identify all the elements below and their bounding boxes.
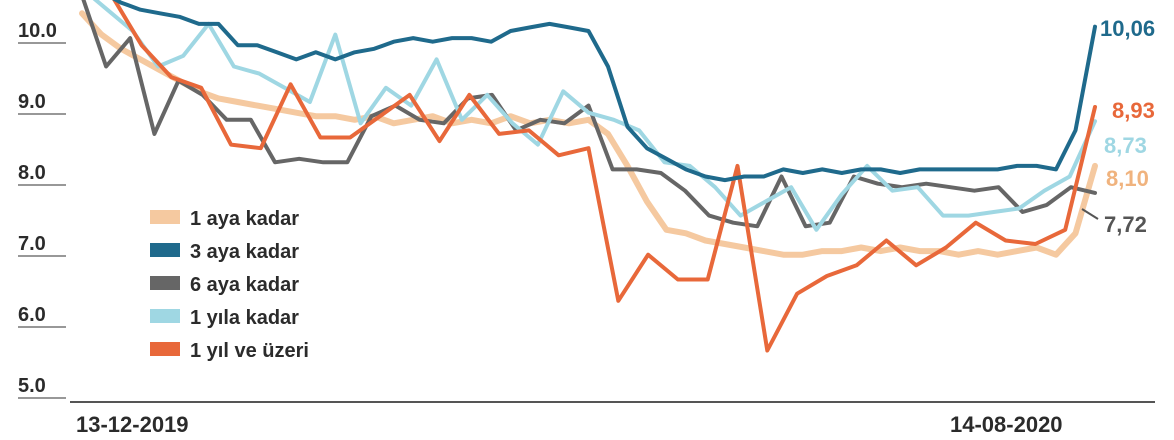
end-value-label: 7,72	[1104, 212, 1147, 237]
legend-swatch	[150, 243, 180, 257]
end-value-label: 8,93	[1112, 98, 1155, 123]
y-tick-label: 9.0	[18, 91, 46, 113]
series-line-2	[112, 0, 1097, 183]
series-line-4	[92, 0, 1097, 232]
y-tick-label: 10.0	[18, 20, 57, 42]
legend-label: 1 aya kadar	[190, 208, 299, 230]
y-tick-label: 5.0	[18, 375, 46, 397]
end-label-pointer	[1081, 208, 1099, 220]
y-tick-label: 7.0	[18, 233, 46, 255]
legend-label: 3 aya kadar	[190, 241, 299, 263]
legend: 1 aya kadar 3 aya kadar 6 aya kadar 1 yıla …	[150, 208, 309, 362]
y-axis: 5.0 6.0 7.0 8.0 9.0 10.0	[18, 20, 66, 399]
end-value-label: 10,06	[1100, 16, 1155, 41]
legend-swatch	[150, 210, 180, 224]
x-tick-end: 14-08-2020	[950, 412, 1063, 437]
legend-swatch	[150, 342, 180, 356]
series-line-1	[79, 10, 1098, 258]
series-line-5	[112, 0, 1097, 353]
legend-swatch	[150, 276, 180, 290]
x-tick-start: 13-12-2019	[76, 412, 189, 437]
end-value-label: 8,73	[1104, 133, 1147, 158]
end-labels: 10,06 8,93 8,73 8,10 7,72	[1081, 16, 1155, 237]
series-line-3	[81, 0, 1097, 229]
legend-label: 6 aya kadar	[190, 274, 299, 296]
series-lines	[79, 0, 1098, 353]
y-tick-label: 8.0	[18, 162, 46, 184]
legend-label: 1 yıl ve üzeri	[190, 340, 309, 362]
end-value-label: 8,10	[1106, 166, 1149, 191]
legend-swatch	[150, 309, 180, 323]
y-tick-label: 6.0	[18, 304, 46, 326]
legend-label: 1 yıla kadar	[190, 307, 299, 329]
